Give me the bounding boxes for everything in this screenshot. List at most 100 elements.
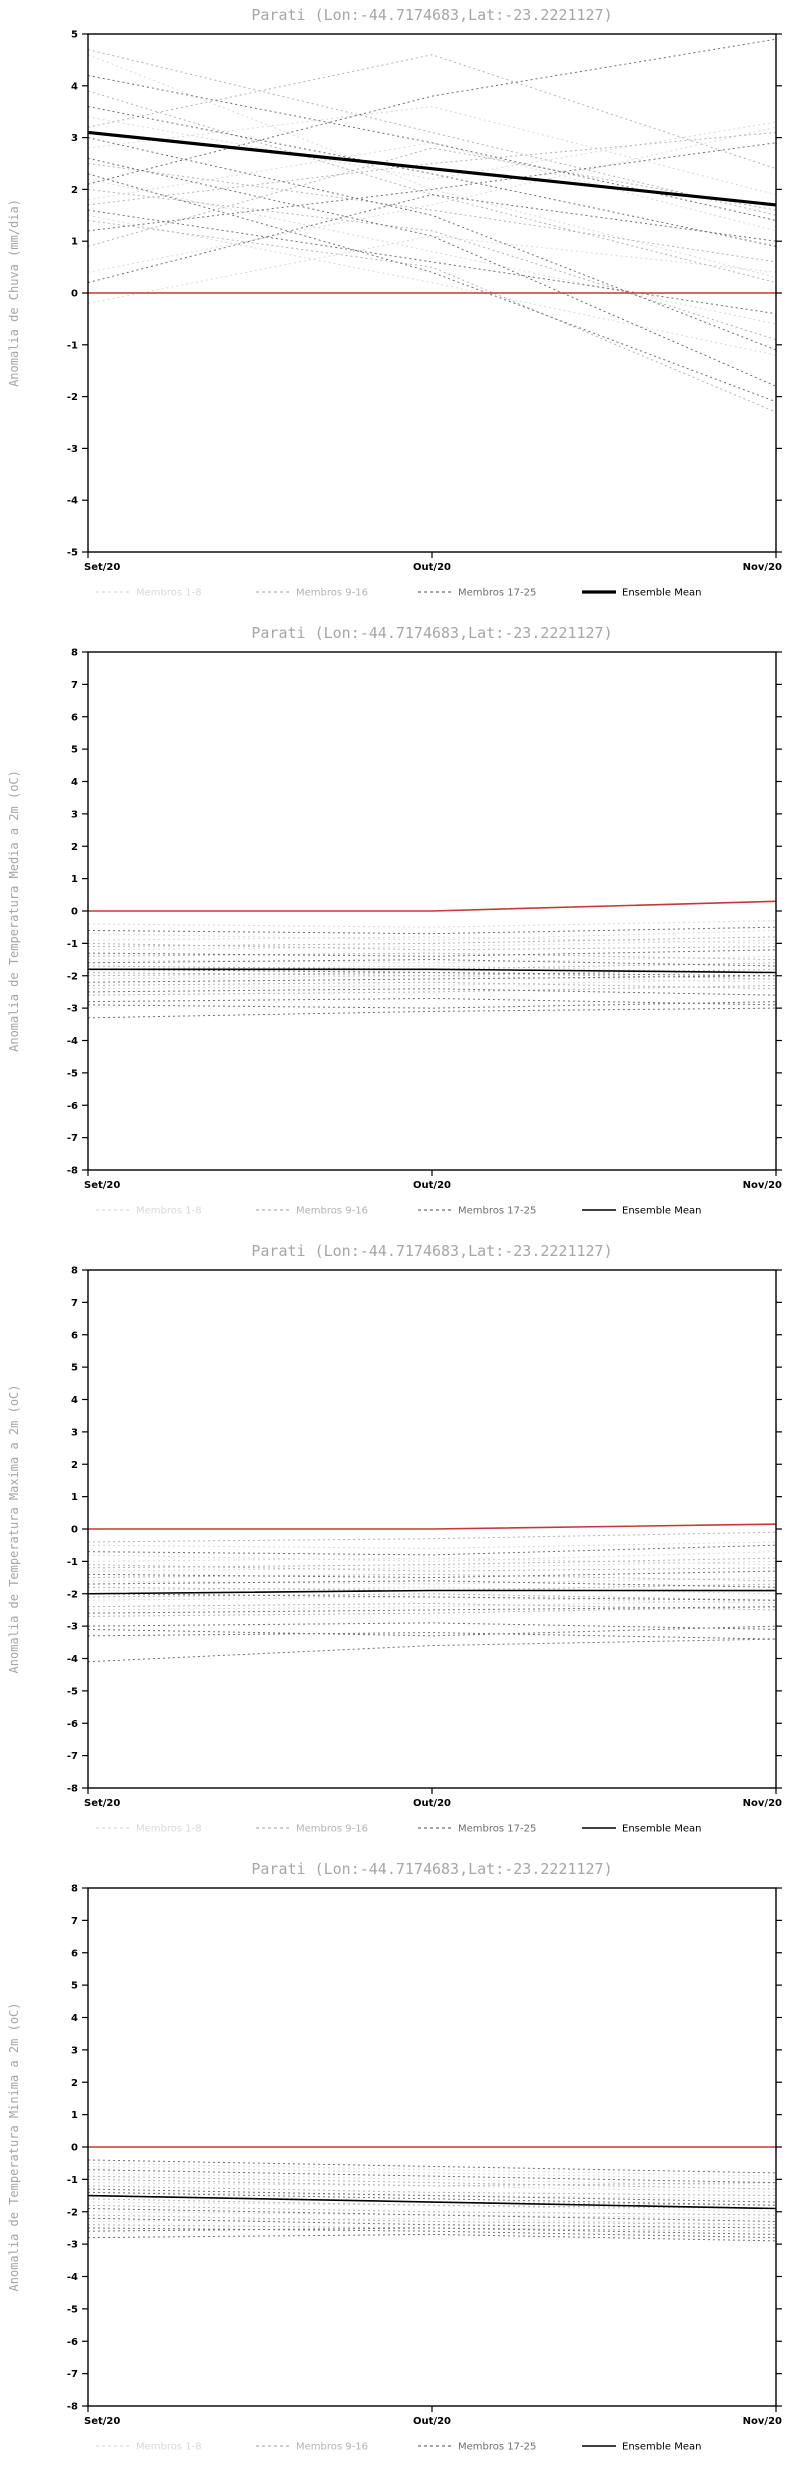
x-tick-label: Out/20 <box>413 2416 451 2427</box>
member-line <box>87 2227 777 2239</box>
member-line <box>87 209 777 315</box>
member-line <box>87 1564 777 1572</box>
member-line <box>87 1570 777 1579</box>
y-tick-label: -1 <box>67 1557 78 1568</box>
member-line <box>87 955 777 964</box>
member-line <box>87 194 777 284</box>
member-line <box>87 1007 777 1019</box>
member-line <box>87 968 777 977</box>
y-tick-label: 2 <box>71 185 78 196</box>
y-tick-label: 1 <box>71 874 78 885</box>
y-tick-label: 7 <box>71 1298 78 1309</box>
member-line <box>87 975 777 983</box>
y-tick-label: -5 <box>67 1686 78 1697</box>
legend-label: Membros 17-25 <box>458 1824 536 1835</box>
min-temperature-anomaly-chart-svg: Parati (Lon:-44.7174683,Lat:-23.2221127)… <box>7 1860 782 2453</box>
max-temperature-anomaly-chart-svg: Parati (Lon:-44.7174683,Lat:-23.2221127)… <box>7 1242 782 1835</box>
legend-label: Membros 9-16 <box>296 1824 368 1835</box>
member-line <box>87 1573 777 1582</box>
member-line <box>87 1593 777 1601</box>
y-tick-label: -5 <box>67 2304 78 2315</box>
member-line <box>87 1625 777 1637</box>
x-tick-label: Set/20 <box>84 562 120 573</box>
y-tick-label: 7 <box>71 680 78 691</box>
member-line <box>87 142 777 232</box>
y-tick-label: -3 <box>67 1004 78 1015</box>
y-tick-label: -2 <box>67 971 78 982</box>
member-line <box>87 2185 777 2197</box>
y-tick-label: -5 <box>67 548 78 559</box>
member-line <box>87 1531 777 1543</box>
member-line <box>87 1638 777 1663</box>
y-tick-label: 3 <box>71 133 78 144</box>
member-line <box>87 2172 777 2187</box>
y-tick-label: -8 <box>67 1166 78 1177</box>
member-line <box>87 978 777 990</box>
plot-frame <box>87 1269 777 1789</box>
y-tick-label: -2 <box>67 1589 78 1600</box>
y-tick-label: -8 <box>67 2402 78 2413</box>
reference-zero-line <box>88 1523 777 1530</box>
member-line <box>87 1001 777 1009</box>
member-line <box>87 1557 777 1569</box>
member-line <box>87 126 777 273</box>
member-line <box>87 2233 777 2242</box>
y-tick-label: -5 <box>67 1068 78 1079</box>
chart-min-temperature-anomaly: Parati (Lon:-44.7174683,Lat:-23.2221127)… <box>0 1854 800 2472</box>
member-line <box>87 90 777 284</box>
y-axis-title: Anomalia de Temperatura Media a 2m (oC) <box>7 770 21 1052</box>
member-line <box>87 188 777 341</box>
member-line <box>87 926 777 935</box>
member-line <box>87 942 777 951</box>
member-line <box>87 2191 777 2206</box>
y-tick-label: 3 <box>71 1427 78 1438</box>
y-tick-label: 6 <box>71 1330 78 1341</box>
member-line <box>87 975 777 983</box>
legend-label: Membros 17-25 <box>458 1206 536 1217</box>
member-line <box>87 2227 777 2235</box>
y-tick-label: -7 <box>67 2369 78 2380</box>
member-line <box>87 968 777 977</box>
legend-label: Membros 9-16 <box>296 588 368 599</box>
member-line <box>87 235 777 304</box>
member-line <box>87 74 777 221</box>
member-line <box>87 2214 777 2226</box>
member-line <box>87 54 777 170</box>
member-line <box>87 920 777 928</box>
x-tick-label: Nov/20 <box>743 562 782 573</box>
member-line <box>87 142 777 232</box>
member-line <box>87 972 777 980</box>
y-tick-label: 4 <box>71 1395 78 1406</box>
y-tick-label: -6 <box>67 1719 78 1730</box>
legend-label: Ensemble Mean <box>622 2442 701 2453</box>
member-line <box>87 106 777 247</box>
member-line <box>87 2165 777 2180</box>
legend-label: Membros 17-25 <box>458 2442 536 2453</box>
legend-label: Membros 1-8 <box>136 588 202 599</box>
member-line <box>87 2217 777 2229</box>
rain-anomaly-chart-svg: Parati (Lon:-44.7174683,Lat:-23.2221127)… <box>7 6 782 599</box>
y-tick-label: 5 <box>71 1981 78 1992</box>
y-tick-label: -4 <box>67 1654 78 1665</box>
member-line <box>87 2162 777 2177</box>
member-line <box>87 1606 777 1617</box>
x-tick-label: Nov/20 <box>743 1798 782 1809</box>
plot-frame <box>87 1887 777 2407</box>
member-line <box>87 1593 777 1601</box>
y-tick-label: -7 <box>67 1751 78 1762</box>
member-line <box>87 2182 777 2193</box>
member-line <box>87 1557 777 1566</box>
legend-label: Membros 9-16 <box>296 1206 368 1217</box>
y-tick-label: 8 <box>71 1884 78 1895</box>
member-line <box>87 1560 777 1572</box>
member-line <box>87 2188 777 2203</box>
y-tick-label: 4 <box>71 2013 78 2024</box>
legend-label: Ensemble Mean <box>622 1824 701 1835</box>
member-line <box>87 962 777 970</box>
member-line <box>87 49 777 216</box>
y-tick-label: -7 <box>67 1133 78 1144</box>
member-line <box>87 2159 777 2174</box>
member-line <box>87 214 777 356</box>
x-tick-label: Set/20 <box>84 2416 120 2427</box>
